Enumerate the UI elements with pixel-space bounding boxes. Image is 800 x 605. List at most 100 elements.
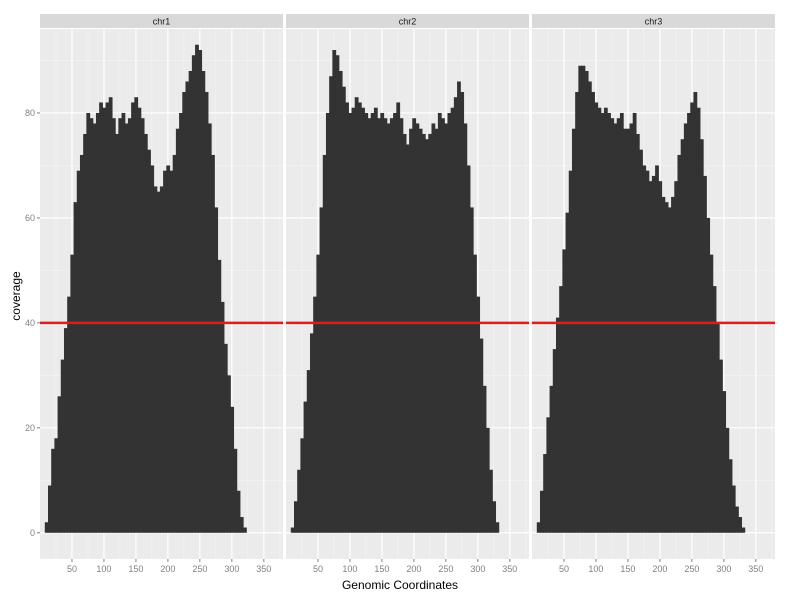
coverage-bar	[715, 322, 720, 533]
coverage-bar	[127, 118, 132, 533]
x-tick-label: 150	[128, 564, 143, 574]
coverage-bar	[466, 165, 471, 533]
coverage-bar	[613, 123, 618, 533]
coverage-bar	[559, 286, 563, 533]
x-tick-label: 100	[588, 564, 603, 574]
coverage-bar	[319, 207, 324, 533]
coverage-bar	[543, 454, 547, 533]
coverage-bar	[357, 102, 362, 533]
coverage-bar	[623, 128, 627, 533]
coverage-bar	[102, 107, 107, 533]
coverage-bar	[156, 191, 161, 533]
x-tick-label: 250	[438, 564, 453, 574]
coverage-bar	[354, 97, 359, 533]
coverage-bar	[201, 70, 206, 533]
coverage-bar	[584, 70, 589, 533]
coverage-bar	[396, 102, 401, 533]
x-tick-label: 250	[684, 564, 699, 574]
coverage-bar	[738, 517, 743, 533]
x-tick-label: 100	[96, 564, 111, 574]
coverage-bar	[99, 102, 103, 533]
coverage-bar	[667, 207, 672, 533]
coverage-bar	[108, 97, 113, 533]
coverage-bar	[115, 133, 119, 533]
coverage-bar	[383, 118, 388, 533]
coverage-bar	[735, 506, 739, 533]
coverage-bar	[198, 49, 203, 533]
coverage-bar	[635, 133, 640, 533]
coverage-bar	[677, 154, 682, 533]
coverage-bar	[63, 328, 68, 533]
coverage-bar	[539, 490, 544, 533]
coverage-bar	[683, 123, 688, 533]
coverage-bar	[150, 165, 155, 533]
coverage-bar	[204, 91, 209, 533]
facet-strip	[532, 14, 775, 28]
coverage-bar	[306, 370, 311, 533]
coverage-bar	[731, 485, 736, 533]
coverage-bar	[239, 517, 244, 533]
x-tick-label: 100	[342, 564, 357, 574]
coverage-bar	[453, 97, 458, 533]
coverage-bar	[233, 448, 238, 533]
y-tick-label: 60	[25, 213, 35, 223]
coverage-bar	[482, 385, 487, 533]
coverage-bar	[603, 107, 608, 533]
coverage-bar	[338, 70, 343, 533]
coverage-bar	[485, 427, 490, 533]
coverage-bar	[568, 170, 573, 533]
coverage-bar	[175, 128, 180, 533]
coverage-bar	[594, 102, 599, 533]
coverage-bar	[463, 123, 468, 533]
coverage-bar	[441, 118, 445, 533]
coverage-bar	[495, 522, 500, 533]
coverage-bar	[300, 438, 305, 533]
coverage-bar	[92, 123, 97, 533]
x-tick-label: 200	[652, 564, 667, 574]
coverage-bar	[223, 343, 228, 533]
facet-strip	[40, 14, 283, 28]
coverage-bar	[703, 175, 707, 533]
coverage-bar	[587, 81, 592, 533]
coverage-bar	[562, 249, 567, 533]
coverage-bar	[664, 202, 669, 533]
coverage-bar	[626, 128, 631, 533]
coverage-bar	[153, 186, 158, 533]
coverage-bar	[536, 522, 541, 533]
coverage-bar	[476, 296, 481, 533]
coverage-bar	[73, 202, 78, 533]
coverage-bar	[290, 527, 295, 533]
coverage-bar	[377, 118, 381, 533]
coverage-bar	[191, 55, 196, 533]
coverage-bar	[457, 81, 461, 533]
x-tick-label: 300	[224, 564, 239, 574]
x-tick-label: 350	[502, 564, 517, 574]
panels-layer: chr1 chr2 chr3	[40, 14, 775, 559]
x-tick-label: 200	[160, 564, 175, 574]
coverage-bar	[182, 91, 187, 533]
coverage-bar	[722, 391, 727, 533]
coverage-bar	[741, 527, 746, 533]
coverage-bar	[571, 128, 576, 533]
coverage-bar	[332, 49, 337, 533]
coverage-bar	[131, 102, 135, 533]
coverage-bar	[712, 286, 717, 533]
coverage-bar	[696, 107, 701, 533]
coverage-bar	[719, 359, 723, 533]
coverage-bar	[415, 123, 420, 533]
coverage-bar	[460, 91, 465, 533]
coverage-bar	[728, 459, 733, 533]
coverage-bar	[386, 123, 391, 533]
x-tick-label: 250	[192, 564, 207, 574]
coverage-bar	[389, 118, 394, 533]
coverage-bar	[639, 149, 643, 533]
coverage-bar	[610, 118, 615, 533]
coverage-bar	[134, 97, 139, 533]
coverage-bar	[329, 76, 333, 533]
coverage-bar	[597, 107, 602, 533]
coverage-bar	[172, 154, 177, 533]
x-tick-label: 300	[470, 564, 485, 574]
coverage-bar	[565, 212, 570, 533]
coverage-bar	[316, 254, 321, 533]
y-axis-title: coverage	[9, 271, 23, 321]
